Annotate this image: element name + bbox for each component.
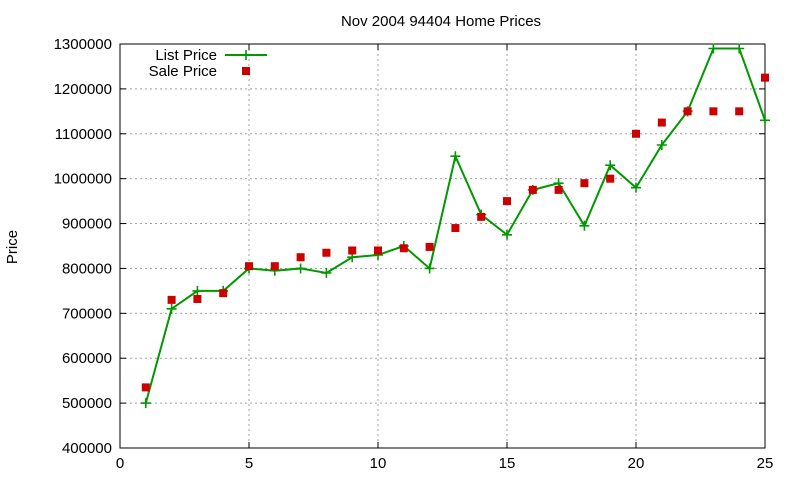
y-tick-label: 400000 xyxy=(62,440,112,457)
data-point xyxy=(450,151,461,162)
data-point xyxy=(192,285,203,296)
data-point xyxy=(734,43,745,54)
y-tick-label: 500000 xyxy=(62,395,112,412)
data-point xyxy=(245,262,253,271)
data-point xyxy=(502,229,512,240)
axes: 0 5 10 15 20 25 400000 500000 600000 700000 800000… xyxy=(54,36,774,472)
data-point xyxy=(477,212,486,221)
y-tick-label: 600000 xyxy=(62,350,112,367)
data-series xyxy=(140,43,770,409)
x-tick-label: 15 xyxy=(499,455,516,472)
data-point xyxy=(656,140,667,150)
data-point xyxy=(321,267,332,278)
data-point xyxy=(425,242,434,251)
data-point xyxy=(580,179,589,188)
data-point xyxy=(528,185,537,194)
data-point xyxy=(708,43,719,54)
y-tick-label: 1200000 xyxy=(54,81,112,98)
data-point xyxy=(631,182,641,193)
y-tick-label: 1000000 xyxy=(54,171,112,188)
data-point xyxy=(322,248,331,257)
x-tick-label: 25 xyxy=(757,455,774,472)
data-point xyxy=(295,263,306,274)
legend: List Price Sale Price xyxy=(149,47,267,80)
data-point xyxy=(270,262,279,271)
data-point xyxy=(219,289,228,298)
data-point xyxy=(632,129,640,138)
legend-label-list-price: List Price xyxy=(155,47,217,64)
data-point xyxy=(451,224,460,233)
x-tick-label: 0 xyxy=(116,455,124,472)
y-tick-label: 700000 xyxy=(62,305,112,322)
x-tick-label: 10 xyxy=(370,455,387,472)
data-point xyxy=(761,73,769,82)
x-tick-label: 5 xyxy=(245,455,253,472)
x-tick-label: 20 xyxy=(628,455,645,472)
data-point xyxy=(296,253,305,262)
data-point xyxy=(348,246,357,255)
plot-frame xyxy=(119,43,766,449)
legend-marker xyxy=(241,50,251,60)
data-point xyxy=(166,303,177,314)
data-point xyxy=(579,220,590,231)
data-point xyxy=(735,107,744,116)
y-axis-label: Price xyxy=(4,230,21,264)
data-point xyxy=(760,115,770,126)
y-tick-label: 800000 xyxy=(62,260,112,277)
data-point xyxy=(140,398,151,409)
data-point xyxy=(657,118,666,127)
data-point xyxy=(167,295,176,304)
data-point xyxy=(503,197,511,206)
data-point xyxy=(605,160,616,171)
grid xyxy=(120,44,765,448)
data-point xyxy=(683,107,692,116)
data-point xyxy=(399,244,408,253)
legend-label-sale-price: Sale Price xyxy=(149,63,217,80)
data-point xyxy=(424,263,435,274)
data-point xyxy=(374,246,382,255)
data-point xyxy=(193,294,202,303)
data-point xyxy=(554,185,563,194)
data-point xyxy=(606,174,615,183)
chart-title: Nov 2004 94404 Home Prices xyxy=(341,13,541,30)
y-tick-label: 1100000 xyxy=(55,126,112,143)
legend-marker xyxy=(242,67,250,75)
y-tick-label: 900000 xyxy=(62,216,112,233)
y-tick-label: 1300000 xyxy=(54,36,112,53)
data-point xyxy=(141,383,150,392)
series-sale-price xyxy=(141,73,769,392)
data-point xyxy=(709,107,718,116)
